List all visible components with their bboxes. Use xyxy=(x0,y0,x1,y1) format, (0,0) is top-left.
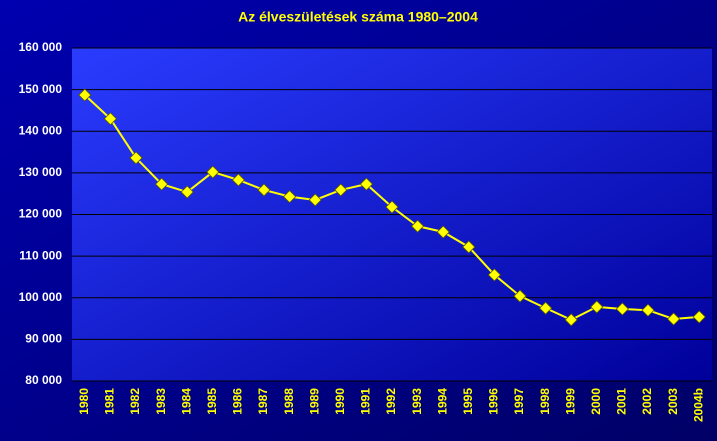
x-tick-label: 1997 xyxy=(512,388,526,415)
marker xyxy=(180,185,194,199)
y-tick-label: 80 000 xyxy=(25,373,62,387)
y-tick-label: 100 000 xyxy=(19,290,63,304)
marker xyxy=(513,289,527,303)
x-tick-label: 1999 xyxy=(563,388,577,415)
marker xyxy=(257,183,271,197)
marker xyxy=(539,301,553,315)
x-tick-label: 1981 xyxy=(103,388,117,415)
marker xyxy=(487,268,501,282)
x-tick-label: 1996 xyxy=(487,388,501,415)
marker xyxy=(334,183,348,197)
marker xyxy=(231,173,245,187)
x-tick-label: 2002 xyxy=(640,388,654,415)
marker xyxy=(308,193,322,207)
marker xyxy=(615,302,629,316)
x-tick-label: 1987 xyxy=(256,388,270,415)
x-tick-label: 1998 xyxy=(538,388,552,415)
y-tick-label: 130 000 xyxy=(19,165,63,179)
y-tick-label: 140 000 xyxy=(19,123,63,137)
y-tick-label: 90 000 xyxy=(25,332,62,346)
x-tick-label: 1985 xyxy=(205,388,219,415)
x-tick-label: 1995 xyxy=(461,388,475,415)
marker xyxy=(359,177,373,191)
marker xyxy=(283,190,297,204)
marker xyxy=(590,300,604,314)
marker xyxy=(206,165,220,179)
x-tick-label: 1990 xyxy=(333,388,347,415)
x-tick-label: 2000 xyxy=(589,388,603,415)
x-tick-label: 1983 xyxy=(154,388,168,415)
x-tick-label: 1982 xyxy=(128,388,142,415)
y-tick-label: 120 000 xyxy=(19,207,63,221)
marker xyxy=(385,200,399,214)
marker xyxy=(692,310,706,324)
x-tick-label: 1992 xyxy=(384,388,398,415)
marker xyxy=(564,313,578,327)
x-tick-label: 2001 xyxy=(615,388,629,415)
x-tick-label: 2003 xyxy=(666,388,680,415)
marker xyxy=(462,240,476,254)
marker xyxy=(436,225,450,239)
marker xyxy=(78,88,92,102)
marker xyxy=(667,312,681,326)
marker xyxy=(641,303,655,317)
marker xyxy=(103,112,117,126)
chart-title: Az élveszületések száma 1980–2004 xyxy=(238,9,478,25)
x-tick-label: 1980 xyxy=(77,388,91,415)
x-tick-label: 1989 xyxy=(307,388,321,415)
x-tick-label: 2004b xyxy=(691,388,705,422)
marker xyxy=(129,151,143,165)
x-tick-label: 1986 xyxy=(231,388,245,415)
x-tick-label: 1993 xyxy=(410,388,424,415)
x-tick-label: 1988 xyxy=(282,388,296,415)
x-tick-label: 1994 xyxy=(435,388,449,415)
y-tick-label: 160 000 xyxy=(19,40,63,54)
x-tick-label: 1984 xyxy=(179,388,193,415)
marker xyxy=(155,177,169,191)
y-tick-label: 150 000 xyxy=(19,82,63,96)
y-tick-label: 110 000 xyxy=(19,248,62,262)
marker xyxy=(411,219,425,233)
x-tick-label: 1991 xyxy=(359,388,373,415)
